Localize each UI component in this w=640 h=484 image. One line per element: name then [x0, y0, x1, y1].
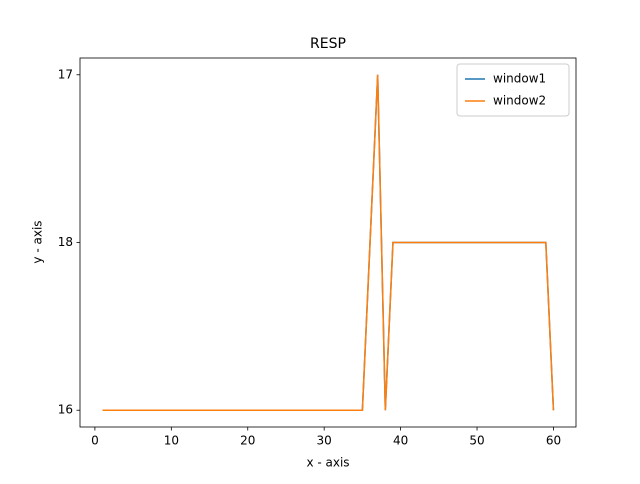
chart-title: RESP: [310, 36, 346, 52]
legend-box: [456, 63, 570, 117]
y-axis-label: y - axis: [31, 220, 45, 263]
plot-frame: [79, 57, 577, 428]
x-tick-label: 60: [546, 434, 561, 448]
legend-label: window1: [493, 72, 546, 86]
x-tick-label: 10: [164, 434, 179, 448]
x-tick-label: 0: [91, 434, 99, 448]
x-axis-label: x - axis: [306, 456, 349, 470]
legend-label: window2: [493, 94, 546, 108]
series-line: [102, 74, 555, 411]
x-tick-label: 40: [393, 434, 408, 448]
y-tick-label: 18: [58, 235, 73, 249]
x-tick-label: 50: [469, 434, 484, 448]
y-tick-label: 16: [58, 403, 73, 417]
x-tick-label: 20: [240, 434, 255, 448]
y-tick-label: 17: [58, 67, 73, 81]
x-tick-label: 30: [317, 434, 332, 448]
